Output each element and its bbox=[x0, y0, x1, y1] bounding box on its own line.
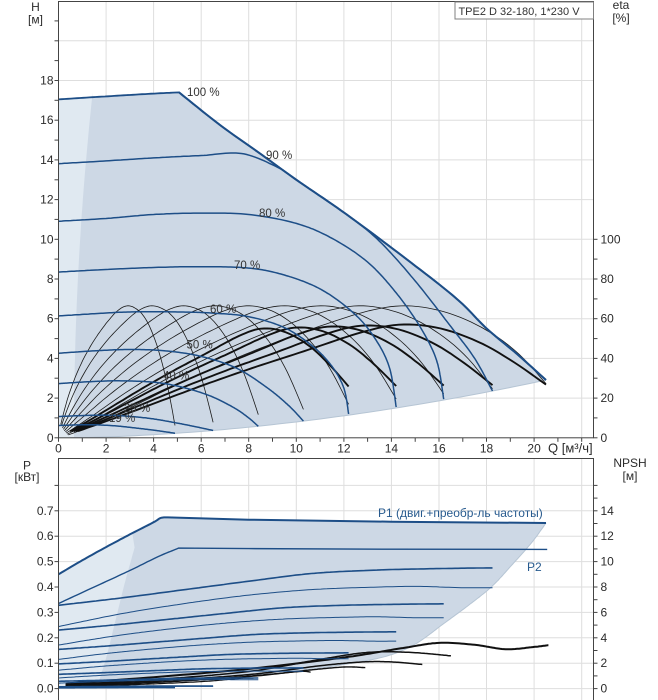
svg-text:18: 18 bbox=[480, 442, 494, 456]
svg-text:10: 10 bbox=[290, 442, 304, 456]
svg-text:19 %: 19 % bbox=[109, 413, 135, 425]
svg-text:2: 2 bbox=[103, 442, 110, 456]
svg-text:100: 100 bbox=[601, 232, 621, 246]
svg-text:4: 4 bbox=[601, 631, 608, 645]
svg-text:P1 (двиг.+преобр-ль частоты): P1 (двиг.+преобр-ль частоты) bbox=[378, 506, 543, 520]
svg-text:6: 6 bbox=[47, 312, 54, 326]
svg-text:0.5: 0.5 bbox=[37, 555, 54, 569]
svg-text:100 %: 100 % bbox=[187, 87, 220, 99]
svg-text:20: 20 bbox=[601, 391, 615, 405]
svg-text:70 %: 70 % bbox=[234, 260, 260, 272]
svg-text:eta: eta bbox=[613, 0, 630, 12]
svg-text:0: 0 bbox=[601, 431, 608, 445]
svg-text:80: 80 bbox=[601, 272, 615, 286]
svg-text:60: 60 bbox=[601, 312, 615, 326]
svg-text:0: 0 bbox=[55, 442, 62, 456]
svg-text:[%]: [%] bbox=[612, 11, 629, 25]
svg-text:16: 16 bbox=[40, 113, 54, 127]
svg-text:4: 4 bbox=[47, 351, 54, 365]
svg-text:[кВт]: [кВт] bbox=[14, 470, 39, 484]
svg-text:8: 8 bbox=[47, 272, 54, 286]
svg-text:0: 0 bbox=[47, 431, 54, 445]
svg-text:NPSH: NPSH bbox=[613, 456, 646, 470]
svg-text:20: 20 bbox=[527, 442, 541, 456]
svg-text:40: 40 bbox=[601, 351, 615, 365]
svg-text:12: 12 bbox=[40, 193, 54, 207]
svg-text:18: 18 bbox=[40, 74, 54, 88]
svg-text:Q [м³/ч]: Q [м³/ч] bbox=[548, 441, 593, 456]
svg-text:14: 14 bbox=[601, 504, 615, 518]
svg-text:14: 14 bbox=[385, 442, 399, 456]
svg-text:40 %: 40 % bbox=[163, 371, 189, 383]
svg-text:6: 6 bbox=[601, 605, 608, 619]
svg-text:P2: P2 bbox=[527, 560, 542, 574]
svg-text:12: 12 bbox=[601, 529, 615, 543]
svg-text:[м]: [м] bbox=[28, 13, 43, 27]
svg-text:0.6: 0.6 bbox=[37, 529, 54, 543]
svg-text:0.2: 0.2 bbox=[37, 631, 54, 645]
svg-text:8: 8 bbox=[245, 442, 252, 456]
svg-text:80 %: 80 % bbox=[259, 208, 285, 220]
svg-text:TPE2 D 32-180, 1*230 V: TPE2 D 32-180, 1*230 V bbox=[458, 6, 580, 18]
svg-text:12: 12 bbox=[337, 442, 351, 456]
svg-text:14: 14 bbox=[40, 153, 54, 167]
svg-text:8: 8 bbox=[601, 580, 608, 594]
svg-text:60 %: 60 % bbox=[210, 304, 236, 316]
svg-text:P: P bbox=[23, 459, 31, 473]
svg-text:4: 4 bbox=[150, 442, 157, 456]
svg-text:2: 2 bbox=[47, 391, 54, 405]
svg-text:0.3: 0.3 bbox=[37, 605, 54, 619]
svg-text:10: 10 bbox=[601, 555, 615, 569]
svg-text:0.7: 0.7 bbox=[37, 504, 54, 518]
svg-text:2: 2 bbox=[601, 656, 608, 670]
svg-text:0: 0 bbox=[601, 682, 608, 696]
svg-text:H: H bbox=[31, 0, 40, 14]
svg-text:0.1: 0.1 bbox=[37, 656, 54, 670]
svg-text:[м]: [м] bbox=[623, 469, 638, 483]
svg-text:50 %: 50 % bbox=[187, 340, 213, 352]
svg-text:6: 6 bbox=[198, 442, 205, 456]
svg-text:16: 16 bbox=[432, 442, 446, 456]
svg-text:25 %: 25 % bbox=[124, 403, 150, 415]
svg-text:0.4: 0.4 bbox=[37, 580, 54, 594]
svg-text:10: 10 bbox=[40, 232, 54, 246]
svg-text:0.0: 0.0 bbox=[37, 682, 54, 696]
svg-text:90 %: 90 % bbox=[266, 150, 292, 162]
